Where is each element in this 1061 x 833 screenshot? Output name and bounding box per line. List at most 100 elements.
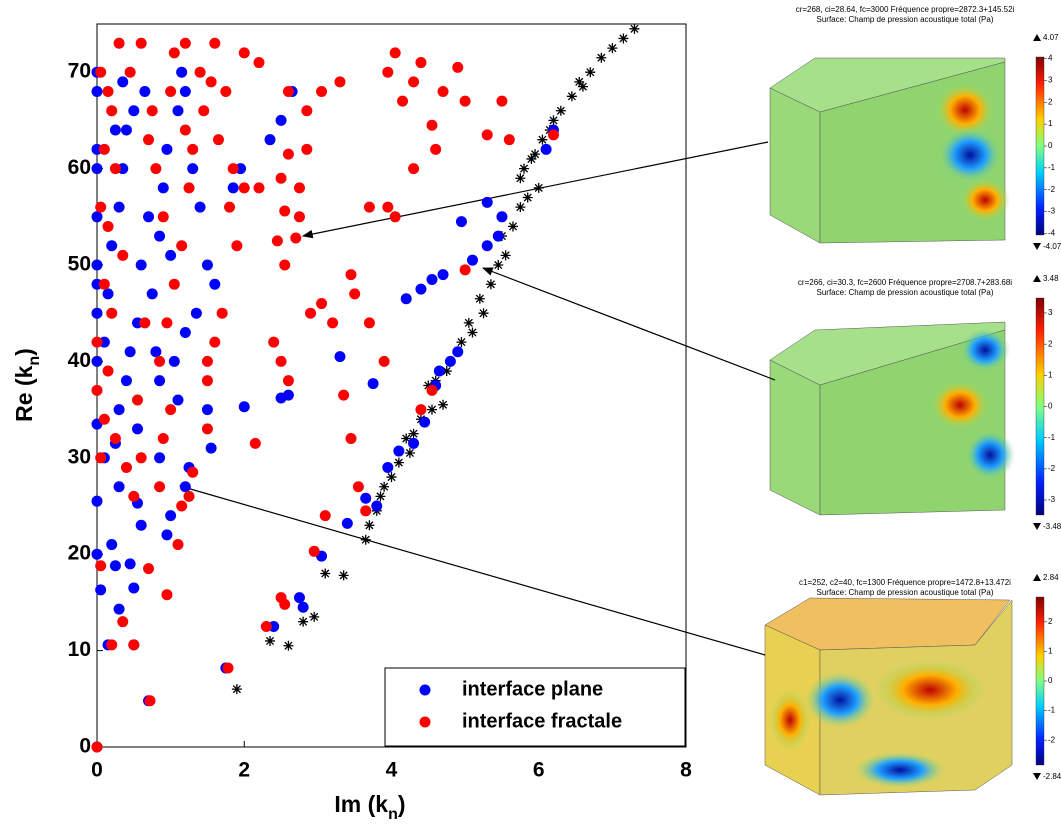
y-tick-label: 50: [68, 253, 91, 276]
point: [146, 288, 158, 300]
point: [124, 558, 136, 570]
inset-title: Surface: Champ de pression acoustique to…: [817, 288, 994, 297]
colorbar-tick-label: 0: [1048, 141, 1053, 150]
point: [113, 37, 125, 49]
point: [91, 336, 103, 348]
point: [135, 452, 147, 464]
colorbar-tick-label: 0: [1048, 402, 1053, 411]
point: [526, 153, 537, 164]
point: [496, 95, 508, 107]
colorbar-tick-label: -1: [1048, 433, 1056, 442]
point: [382, 461, 394, 473]
point: [179, 85, 191, 97]
point: [135, 37, 147, 49]
point: [389, 47, 401, 59]
point: [201, 259, 213, 271]
point: [408, 163, 420, 175]
colorbar: [1035, 596, 1045, 766]
point: [102, 288, 114, 300]
point: [397, 95, 409, 107]
point: [91, 307, 103, 319]
colorbar-tick-label: 1: [1048, 119, 1053, 128]
point: [176, 240, 188, 252]
point: [102, 85, 114, 97]
point: [466, 254, 478, 266]
point: [238, 47, 250, 59]
min-label: -3.48: [1043, 522, 1061, 531]
point: [530, 149, 541, 160]
point: [224, 201, 236, 213]
point: [423, 380, 434, 391]
point: [194, 201, 206, 213]
point: [275, 172, 287, 184]
point: [95, 66, 107, 78]
point: [109, 124, 121, 136]
point: [378, 355, 390, 367]
colorbar-tick-label: -3: [1048, 495, 1056, 504]
point: [282, 375, 294, 387]
point: [172, 105, 184, 117]
point: [168, 355, 180, 367]
colorbar-tick-label: 0: [1048, 676, 1053, 685]
point: [430, 143, 442, 155]
point: [415, 57, 427, 69]
point: [131, 394, 143, 406]
y-tick-label: 10: [68, 638, 91, 661]
point: [131, 423, 143, 435]
min-marker: [1033, 243, 1041, 250]
point: [386, 472, 397, 483]
colorbar-tick-label: -4: [1048, 229, 1056, 238]
point: [176, 66, 188, 78]
colorbar-tick-label: 1: [1048, 647, 1053, 656]
point: [117, 76, 129, 88]
point: [187, 143, 199, 155]
point: [265, 635, 276, 646]
point: [275, 355, 287, 367]
point: [596, 52, 607, 63]
point: [161, 529, 173, 541]
point: [253, 182, 265, 194]
point: [205, 442, 217, 454]
point: [120, 375, 132, 387]
point: [146, 105, 158, 117]
point: [301, 105, 313, 117]
point: [139, 317, 151, 329]
colorbar-tick-label: -2: [1048, 464, 1056, 473]
point: [179, 326, 191, 338]
point: [168, 47, 180, 59]
point: [404, 447, 415, 458]
x-tick-label: 0: [91, 759, 103, 782]
point: [519, 163, 530, 174]
point: [456, 337, 467, 348]
legend-marker: [419, 716, 431, 728]
point: [143, 211, 155, 223]
point: [179, 37, 191, 49]
point: [154, 355, 166, 367]
colorbar-tick-label: -1: [1048, 163, 1056, 172]
point: [187, 466, 199, 478]
point: [293, 182, 305, 194]
y-axis-label-part: n: [26, 356, 43, 366]
point: [364, 520, 375, 531]
point: [209, 278, 221, 290]
point: [165, 85, 177, 97]
point: [205, 76, 217, 88]
colorbar: [1035, 56, 1045, 236]
point: [91, 85, 103, 97]
point: [231, 240, 243, 252]
point: [113, 404, 125, 416]
point: [275, 114, 287, 126]
inset-title: cr=268, ci=28.64, fc=3000 Fréquence prop…: [796, 5, 1015, 14]
point: [345, 433, 357, 445]
point: [190, 307, 202, 319]
point: [334, 351, 346, 363]
point: [577, 81, 588, 92]
point: [260, 621, 272, 632]
point: [91, 163, 103, 175]
point: [209, 336, 221, 348]
point: [120, 124, 132, 136]
point: [522, 192, 533, 203]
point: [492, 230, 504, 242]
min-marker: [1033, 773, 1041, 780]
point: [154, 230, 166, 242]
